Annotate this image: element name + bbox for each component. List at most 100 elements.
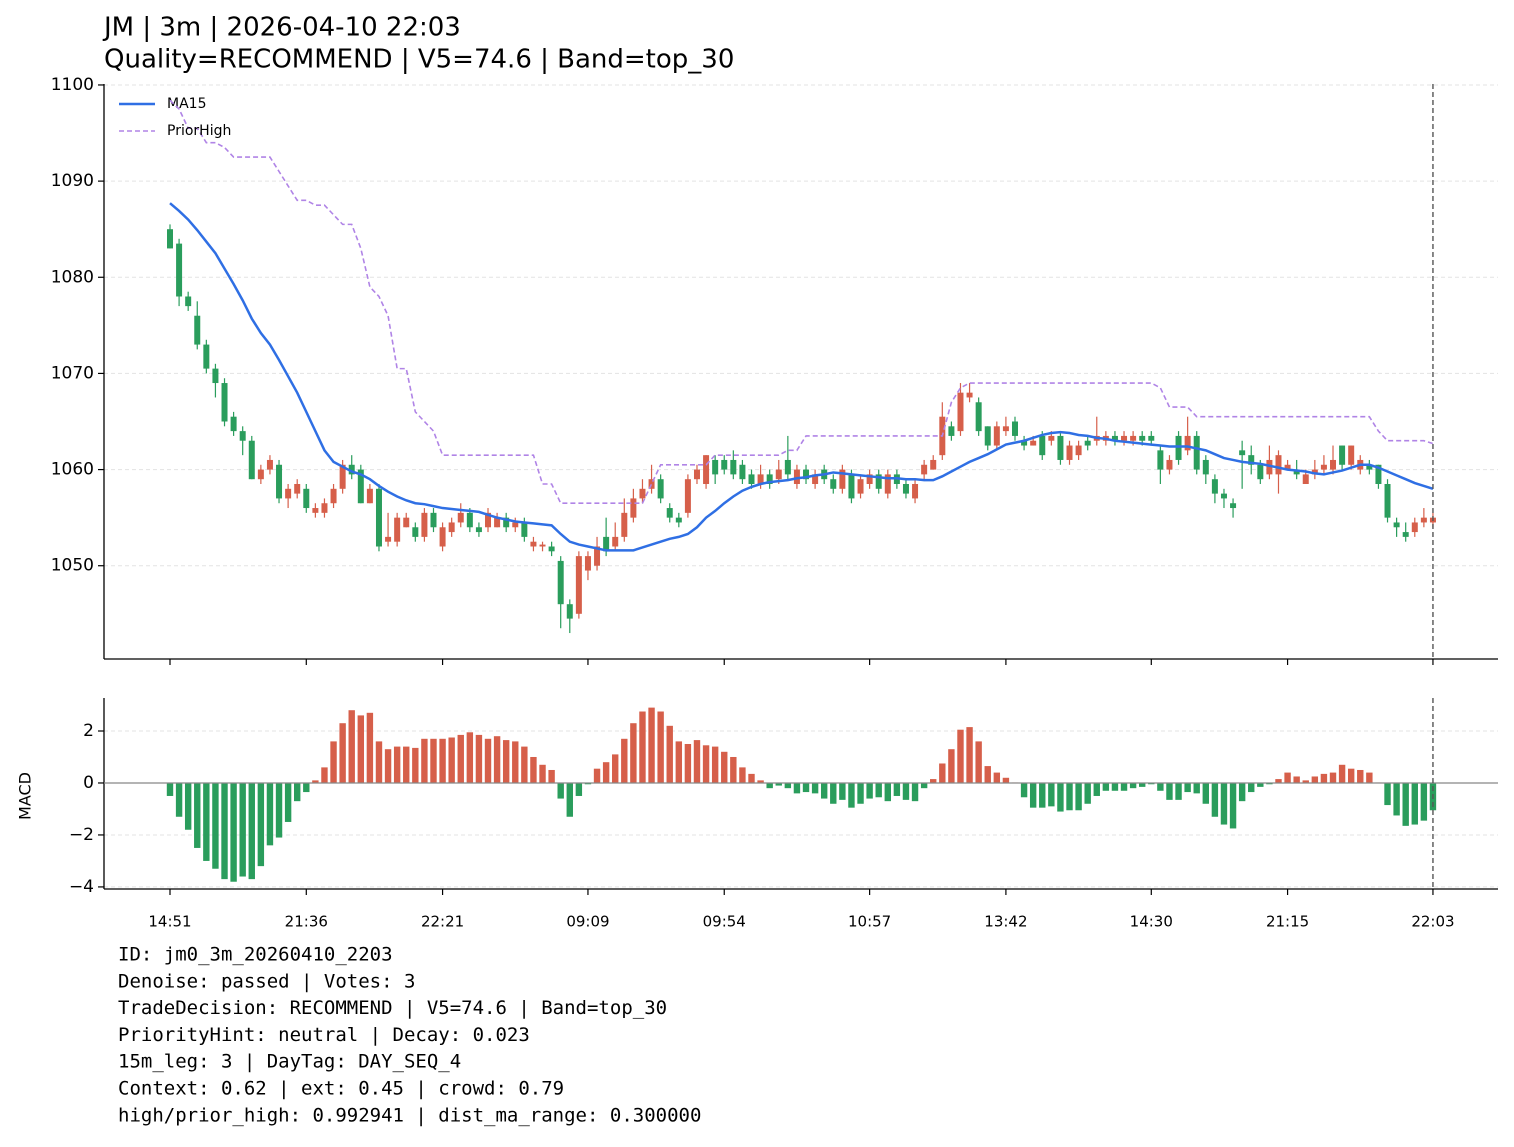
macd-bar [893, 782, 901, 796]
macd-bar [1257, 782, 1264, 787]
candle-body [975, 402, 982, 432]
candle-body [1302, 474, 1309, 484]
macd-bar [1275, 779, 1282, 783]
x-tick-label: 09:09 [566, 913, 609, 931]
series-line [169, 99, 1434, 505]
candle-body [357, 469, 364, 504]
candle-body [176, 243, 183, 297]
y-tick-label: −4 [69, 877, 94, 897]
x-tick-label: 14:30 [1130, 913, 1173, 931]
macd-bar [766, 782, 773, 789]
candle-body [730, 459, 737, 475]
candle-body [457, 512, 464, 523]
candle-body [512, 522, 519, 528]
y-tick-label: 0 [83, 773, 94, 793]
macd-bar [230, 782, 237, 882]
candle-body [1266, 459, 1273, 475]
macd-bar [684, 743, 692, 783]
info-line: 15m_leg: 3 | DayTag: DAY_SEQ_4 [118, 1051, 461, 1073]
candle-body [812, 474, 819, 484]
macd-bar [693, 740, 701, 783]
candle-body [584, 556, 591, 571]
candle-body [1030, 440, 1037, 446]
candle-body [339, 464, 346, 489]
candle-body [430, 512, 437, 528]
x-tick-label: 09:54 [703, 913, 746, 931]
candle-body [993, 426, 1000, 446]
macd-bar [911, 782, 919, 802]
candle-body [1311, 469, 1318, 475]
macd-bar [739, 767, 746, 783]
candle-body [884, 474, 891, 494]
candle-body [657, 479, 664, 499]
macd-bar [657, 711, 664, 783]
macd-bar [612, 754, 619, 783]
candle-body [793, 469, 800, 484]
candle-body [257, 469, 264, 480]
candle-body [921, 464, 928, 475]
macd-bar [1084, 782, 1091, 804]
macd-bar [1248, 782, 1255, 793]
macd-bar [930, 779, 937, 783]
candle-body [230, 416, 237, 432]
macd-bar [648, 707, 655, 783]
candle-body [1139, 435, 1146, 441]
chart-title: JM | 3m | 2026-04-10 22:03 [102, 13, 461, 43]
x-tick-label: 22:21 [421, 913, 464, 931]
macd-bar [357, 715, 365, 783]
macd-bar [321, 767, 328, 783]
macd-bar [502, 740, 510, 783]
macd-bar [303, 782, 310, 793]
candle-body [439, 527, 446, 547]
candle-body [375, 488, 382, 547]
macd-bar [1302, 780, 1309, 783]
candle-body [475, 527, 482, 533]
macd-bar [666, 725, 673, 783]
candle-body [494, 517, 501, 528]
macd-bar [1184, 782, 1191, 793]
macd-bar [1075, 782, 1082, 811]
info-line: Denoise: passed | Votes: 3 [118, 970, 415, 992]
macd-bar [857, 782, 864, 804]
macd-bar [784, 782, 792, 789]
macd-bar [1202, 782, 1210, 804]
macd-bar [993, 772, 1001, 783]
candle-body [1275, 455, 1282, 475]
candle-body [1348, 445, 1355, 465]
macd-bar [830, 782, 837, 804]
candle-body [912, 484, 919, 499]
macd-bar [221, 782, 228, 880]
candle-body [348, 464, 355, 475]
macd-bar [1066, 782, 1073, 811]
macd-bar [1338, 764, 1346, 783]
candle-body [1021, 440, 1028, 446]
candle-body [1075, 445, 1082, 456]
candle-body [203, 344, 210, 369]
macd-bar [1329, 772, 1337, 783]
macd-bar [757, 780, 764, 783]
macd-bar [1311, 776, 1319, 783]
macd-bar [721, 751, 728, 783]
macd-bar [539, 764, 546, 783]
macd-bar [466, 732, 474, 783]
candle-body [1184, 435, 1191, 451]
candle-body [321, 503, 328, 513]
candle-body [1057, 435, 1064, 460]
candle-body [1239, 450, 1246, 456]
macd-bar [948, 749, 955, 783]
macd-bar [484, 738, 492, 783]
candle-body [784, 459, 791, 475]
macd-bar [212, 782, 219, 869]
macd-bar [1393, 782, 1400, 816]
macd-bar [1102, 782, 1110, 791]
macd-bar [1193, 782, 1200, 794]
chart-subtitle: Quality=RECOMMEND | V5=74.6 | Band=top_3… [104, 45, 734, 75]
macd-bar [1411, 782, 1418, 825]
candle-body [757, 474, 764, 484]
macd-bar [412, 747, 419, 783]
candle-body [1230, 503, 1237, 509]
candle-body [902, 484, 909, 494]
candle-body [1157, 450, 1164, 470]
x-tick-label: 14:51 [148, 913, 191, 931]
